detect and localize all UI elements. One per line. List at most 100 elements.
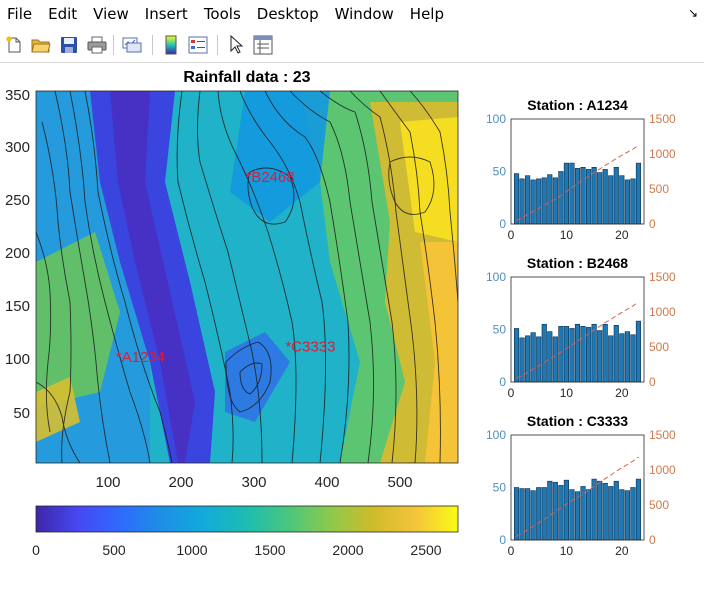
toolbar-separator: [113, 35, 114, 55]
rainfall-bar: [630, 178, 636, 225]
rainfall-bar: [513, 173, 520, 225]
rainfall-bar: [608, 335, 614, 383]
rainfall-bar: [619, 489, 625, 541]
rainfall-bar: [525, 175, 531, 225]
map-title: Rainfall data : 23: [183, 69, 310, 86]
subplot-title: Station : A1234: [527, 97, 628, 113]
rainfall-bar: [547, 174, 553, 225]
station-marker-label: *B2468: [245, 169, 294, 186]
new-figure-icon[interactable]: [3, 34, 25, 56]
station-markers: *A1234 *B2468 *C3333: [116, 169, 336, 366]
colorbar-tick-label: 500: [102, 542, 126, 558]
map-ytick-label: 100: [5, 351, 30, 368]
rainfall-bar: [558, 326, 564, 383]
x-axis-tick-label: 10: [560, 544, 574, 558]
x-axis-tick-label: 20: [615, 544, 629, 558]
left-axis-tick-label: 50: [493, 165, 507, 179]
open-file-icon[interactable]: [30, 34, 52, 56]
insert-legend-icon[interactable]: [187, 34, 209, 56]
right-axis-tick-label: 1000: [649, 147, 676, 161]
colorbar-ticks: 0 500 1000 1500 2000 2500: [32, 542, 442, 558]
cumulative-rainfall-line: [516, 301, 639, 379]
x-axis-tick-label: 0: [508, 544, 515, 558]
map-ytick-label: 250: [5, 192, 30, 209]
subplot-axes-box: [510, 434, 645, 541]
insert-colorbar-icon[interactable]: [160, 34, 182, 56]
rainfall-bar: [635, 162, 642, 225]
rainfall-bar: [619, 333, 625, 383]
rainfall-bar: [530, 179, 536, 225]
rainfall-bar: [597, 480, 603, 541]
x-axis-tick-label: 0: [508, 228, 515, 242]
colorbar[interactable]: [35, 505, 459, 533]
rainfall-bar: [591, 167, 597, 225]
print-icon[interactable]: [86, 34, 108, 56]
right-axis-tick-label: 1000: [649, 305, 676, 319]
menu-desktop[interactable]: Desktop: [256, 5, 319, 23]
right-axis-tick-label: 0: [649, 533, 656, 547]
subplot-axes-box: [510, 276, 645, 383]
link-plot-icon[interactable]: [121, 34, 143, 56]
map-axes[interactable]: *A1234 *B2468 *C3333: [35, 90, 459, 464]
rainfall-bar: [580, 326, 586, 383]
menu-window[interactable]: Window: [334, 5, 394, 23]
property-inspector-icon[interactable]: [252, 34, 274, 56]
x-axis-tick-label: 20: [615, 228, 629, 242]
right-axis-tick-label: 1500: [649, 270, 676, 284]
left-axis-tick-label: 0: [499, 533, 506, 547]
right-axis-tick-label: 0: [649, 217, 656, 231]
rainfall-bar: [591, 323, 597, 383]
x-axis-tick-label: 10: [560, 386, 574, 400]
rainfall-bar: [602, 323, 608, 383]
rainfall-bar: [613, 167, 619, 225]
rainfall-bar: [586, 327, 592, 383]
rainfall-bar: [630, 334, 636, 383]
figure-canvas: Rainfall data : 23: [5, 69, 676, 558]
menu-insert[interactable]: Insert: [144, 5, 188, 23]
rainfall-bar: [536, 487, 542, 541]
rainfall-bar: [586, 489, 592, 541]
menu-file[interactable]: File: [7, 5, 33, 23]
rainfall-bar: [613, 480, 619, 541]
rainfall-bar: [574, 168, 581, 225]
menu-help[interactable]: Help: [409, 5, 444, 23]
x-axis-tick-label: 0: [508, 386, 515, 400]
menu-bar: File Edit View Insert Tools Desktop Wind…: [0, 0, 704, 28]
rainfall-bar: [591, 478, 597, 541]
edit-plot-pointer-icon[interactable]: [225, 34, 247, 56]
left-axis-tick-label: 0: [499, 375, 506, 389]
subplot-axes-box: [510, 118, 645, 225]
station-marker-label: *A1234: [116, 349, 165, 366]
map-xtick-label: 400: [314, 474, 339, 491]
rainfall-contour-map: *A1234 *B2468 *C3333: [36, 91, 458, 463]
rainfall-bar: [580, 167, 586, 225]
rainfall-bar: [569, 489, 575, 541]
x-axis-tick-label: 20: [615, 386, 629, 400]
colorbar-tick-label: 1500: [254, 542, 285, 558]
rainfall-bar: [541, 487, 547, 541]
rainfall-bar: [558, 485, 564, 541]
rainfall-bar: [597, 172, 603, 225]
rainfall-bar: [552, 177, 558, 225]
rainfall-bar: [619, 175, 625, 225]
rainfall-bar: [547, 480, 553, 541]
rainfall-bar: [613, 324, 619, 383]
rainfall-bar: [552, 481, 558, 541]
toolbar-separator: [152, 35, 153, 55]
menu-tools[interactable]: Tools: [203, 5, 241, 23]
rainfall-bar: [602, 169, 608, 225]
save-icon[interactable]: [58, 34, 80, 56]
rainfall-bar: [608, 175, 614, 225]
rainfall-bar: [513, 328, 520, 383]
menu-edit[interactable]: Edit: [48, 5, 78, 23]
dock-figure-icon[interactable]: ↘: [687, 6, 698, 20]
rainfall-bar: [519, 178, 525, 225]
colorbar-tick-label: 0: [32, 542, 40, 558]
menu-view[interactable]: View: [93, 5, 129, 23]
left-axis-tick-label: 100: [486, 270, 506, 284]
colorbar-tick-label: 1000: [176, 542, 207, 558]
